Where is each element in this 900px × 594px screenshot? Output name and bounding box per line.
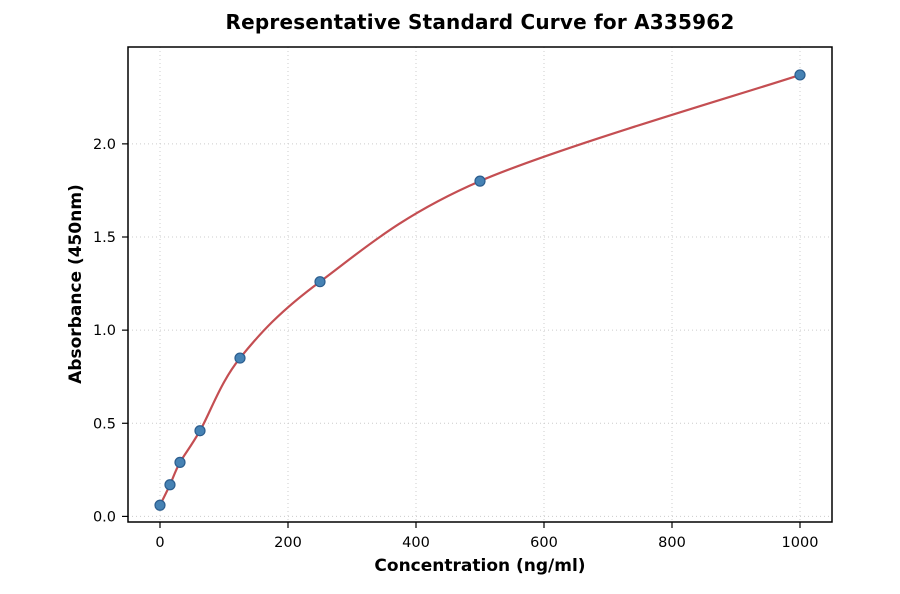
y-tick-label: 2.0 bbox=[93, 137, 116, 153]
x-tick-label: 800 bbox=[658, 535, 686, 551]
x-tick-label: 1000 bbox=[782, 535, 819, 551]
plot-border bbox=[127, 46, 833, 523]
data-point bbox=[474, 175, 486, 187]
x-tick-label: 600 bbox=[530, 535, 558, 551]
x-axis-label: Concentration (ng/ml) bbox=[374, 556, 586, 576]
chart-title: Representative Standard Curve for A33596… bbox=[225, 10, 735, 34]
data-point bbox=[174, 456, 186, 468]
y-tick-label: 1.5 bbox=[93, 230, 116, 246]
data-point bbox=[164, 479, 176, 491]
y-axis-label: Absorbance (450nm) bbox=[66, 184, 86, 384]
data-point bbox=[154, 499, 166, 511]
x-tick-label: 200 bbox=[274, 535, 302, 551]
y-tick-label: 0.0 bbox=[93, 509, 116, 525]
y-tick-label: 1.0 bbox=[93, 323, 116, 339]
fit-curve bbox=[158, 73, 802, 507]
data-point bbox=[794, 69, 806, 81]
x-tick-label: 400 bbox=[402, 535, 430, 551]
data-point bbox=[234, 352, 246, 364]
y-tick-label: 0.5 bbox=[93, 416, 116, 432]
data-point bbox=[194, 425, 206, 437]
x-tick-label: 0 bbox=[155, 535, 164, 551]
data-point bbox=[314, 276, 326, 288]
